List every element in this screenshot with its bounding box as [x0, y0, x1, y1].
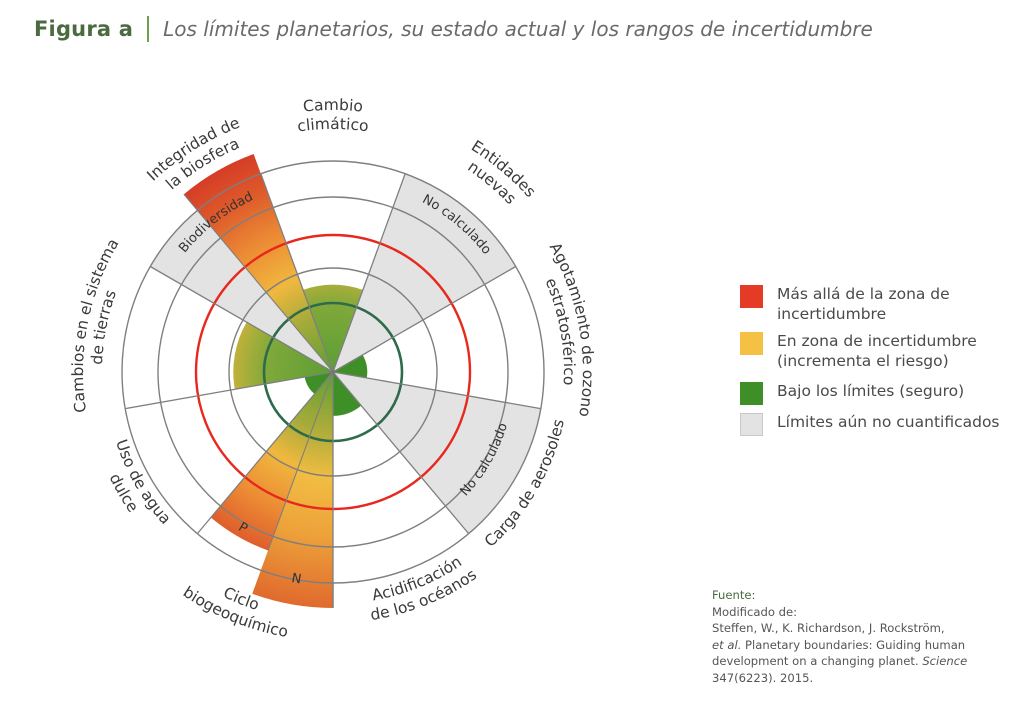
sector-divider [332, 371, 541, 410]
sector-label-climate: climático [296, 115, 369, 136]
legend-label: En zona de incertidumbre [777, 332, 977, 350]
source-line: Modificado de: [712, 604, 797, 619]
swatch-not-quantified [740, 413, 763, 436]
legend-label: incertidumbre [777, 305, 887, 323]
figure-title: Los límites planetarios, su estado actua… [163, 17, 873, 41]
wedge-layer [150, 153, 541, 608]
wedge-land-system [233, 322, 333, 390]
source-heading: Fuente: [712, 588, 756, 602]
title-separator [147, 16, 150, 42]
sub-divider [183, 193, 334, 373]
wedge-freshwater [304, 372, 333, 395]
figure-header: Figura a Los límites planetarios, su est… [34, 12, 873, 46]
swatch-beyond [740, 285, 763, 308]
sector-divider [332, 371, 470, 535]
legend-item-safe: Bajo los límites (seguro) [740, 381, 1024, 405]
source-line: et al. Planetary boundaries: Guiding hum… [712, 637, 966, 652]
sub-divider [267, 371, 334, 551]
sector-divider [260, 173, 334, 373]
swatch-safe [740, 382, 763, 405]
wedge-biosphere-functional [150, 210, 333, 372]
legend-label: (incrementa el riesgo) [777, 352, 949, 370]
sector-divider [332, 173, 406, 373]
sector-label-climate-text: climático [296, 115, 369, 136]
sector-divider [149, 265, 334, 373]
legend-label: Bajo los límites (seguro) [777, 382, 965, 400]
sector-divider [196, 371, 334, 535]
legend-label: Límites aún no cuantificados [777, 413, 1000, 431]
wedge-novel-entities [333, 173, 516, 372]
source-line: development on a changing planet. Scienc… [712, 654, 968, 668]
wedge-biosphere-genetic [183, 153, 333, 372]
legend: Más allá de la zona de incertidumbre En … [740, 284, 1024, 443]
sector-divider [125, 371, 334, 410]
wedge-ocean-acidification [333, 372, 362, 416]
source-line: 347(6223). 2015. [712, 670, 814, 685]
grid-layer [121, 160, 545, 608]
inner-label-nitrogen: N [290, 571, 302, 587]
figure-label: Figura a [34, 17, 134, 41]
wedge-biogeochemical-p [210, 372, 333, 551]
legend-item-not-quantified: Límites aún no cuantificados [740, 412, 1024, 436]
sector-divider [332, 265, 517, 373]
sector-label-climate: Cambio [302, 96, 364, 116]
legend-item-beyond: Más allá de la zona de incertidumbre [740, 284, 1024, 324]
wedge-aerosols [333, 372, 541, 534]
wedge-biogeochemical-n [252, 372, 333, 608]
inner-label-nitrogen-text: N [290, 571, 302, 587]
wedge-ozone [333, 354, 368, 378]
wedge-climate [303, 284, 363, 372]
center-point [330, 369, 336, 375]
source-line: Steffen, W., K. Richardson, J. Rockström… [712, 621, 945, 635]
legend-item-uncertainty: En zona de incertidumbre (incrementa el … [740, 331, 1024, 371]
source-note: Fuente: Modificado de: Steffen, W., K. R… [712, 587, 1007, 686]
swatch-uncertainty [740, 332, 763, 355]
sector-label-climate-text: Cambio [302, 96, 364, 116]
legend-label: Más allá de la zona de [777, 285, 950, 303]
